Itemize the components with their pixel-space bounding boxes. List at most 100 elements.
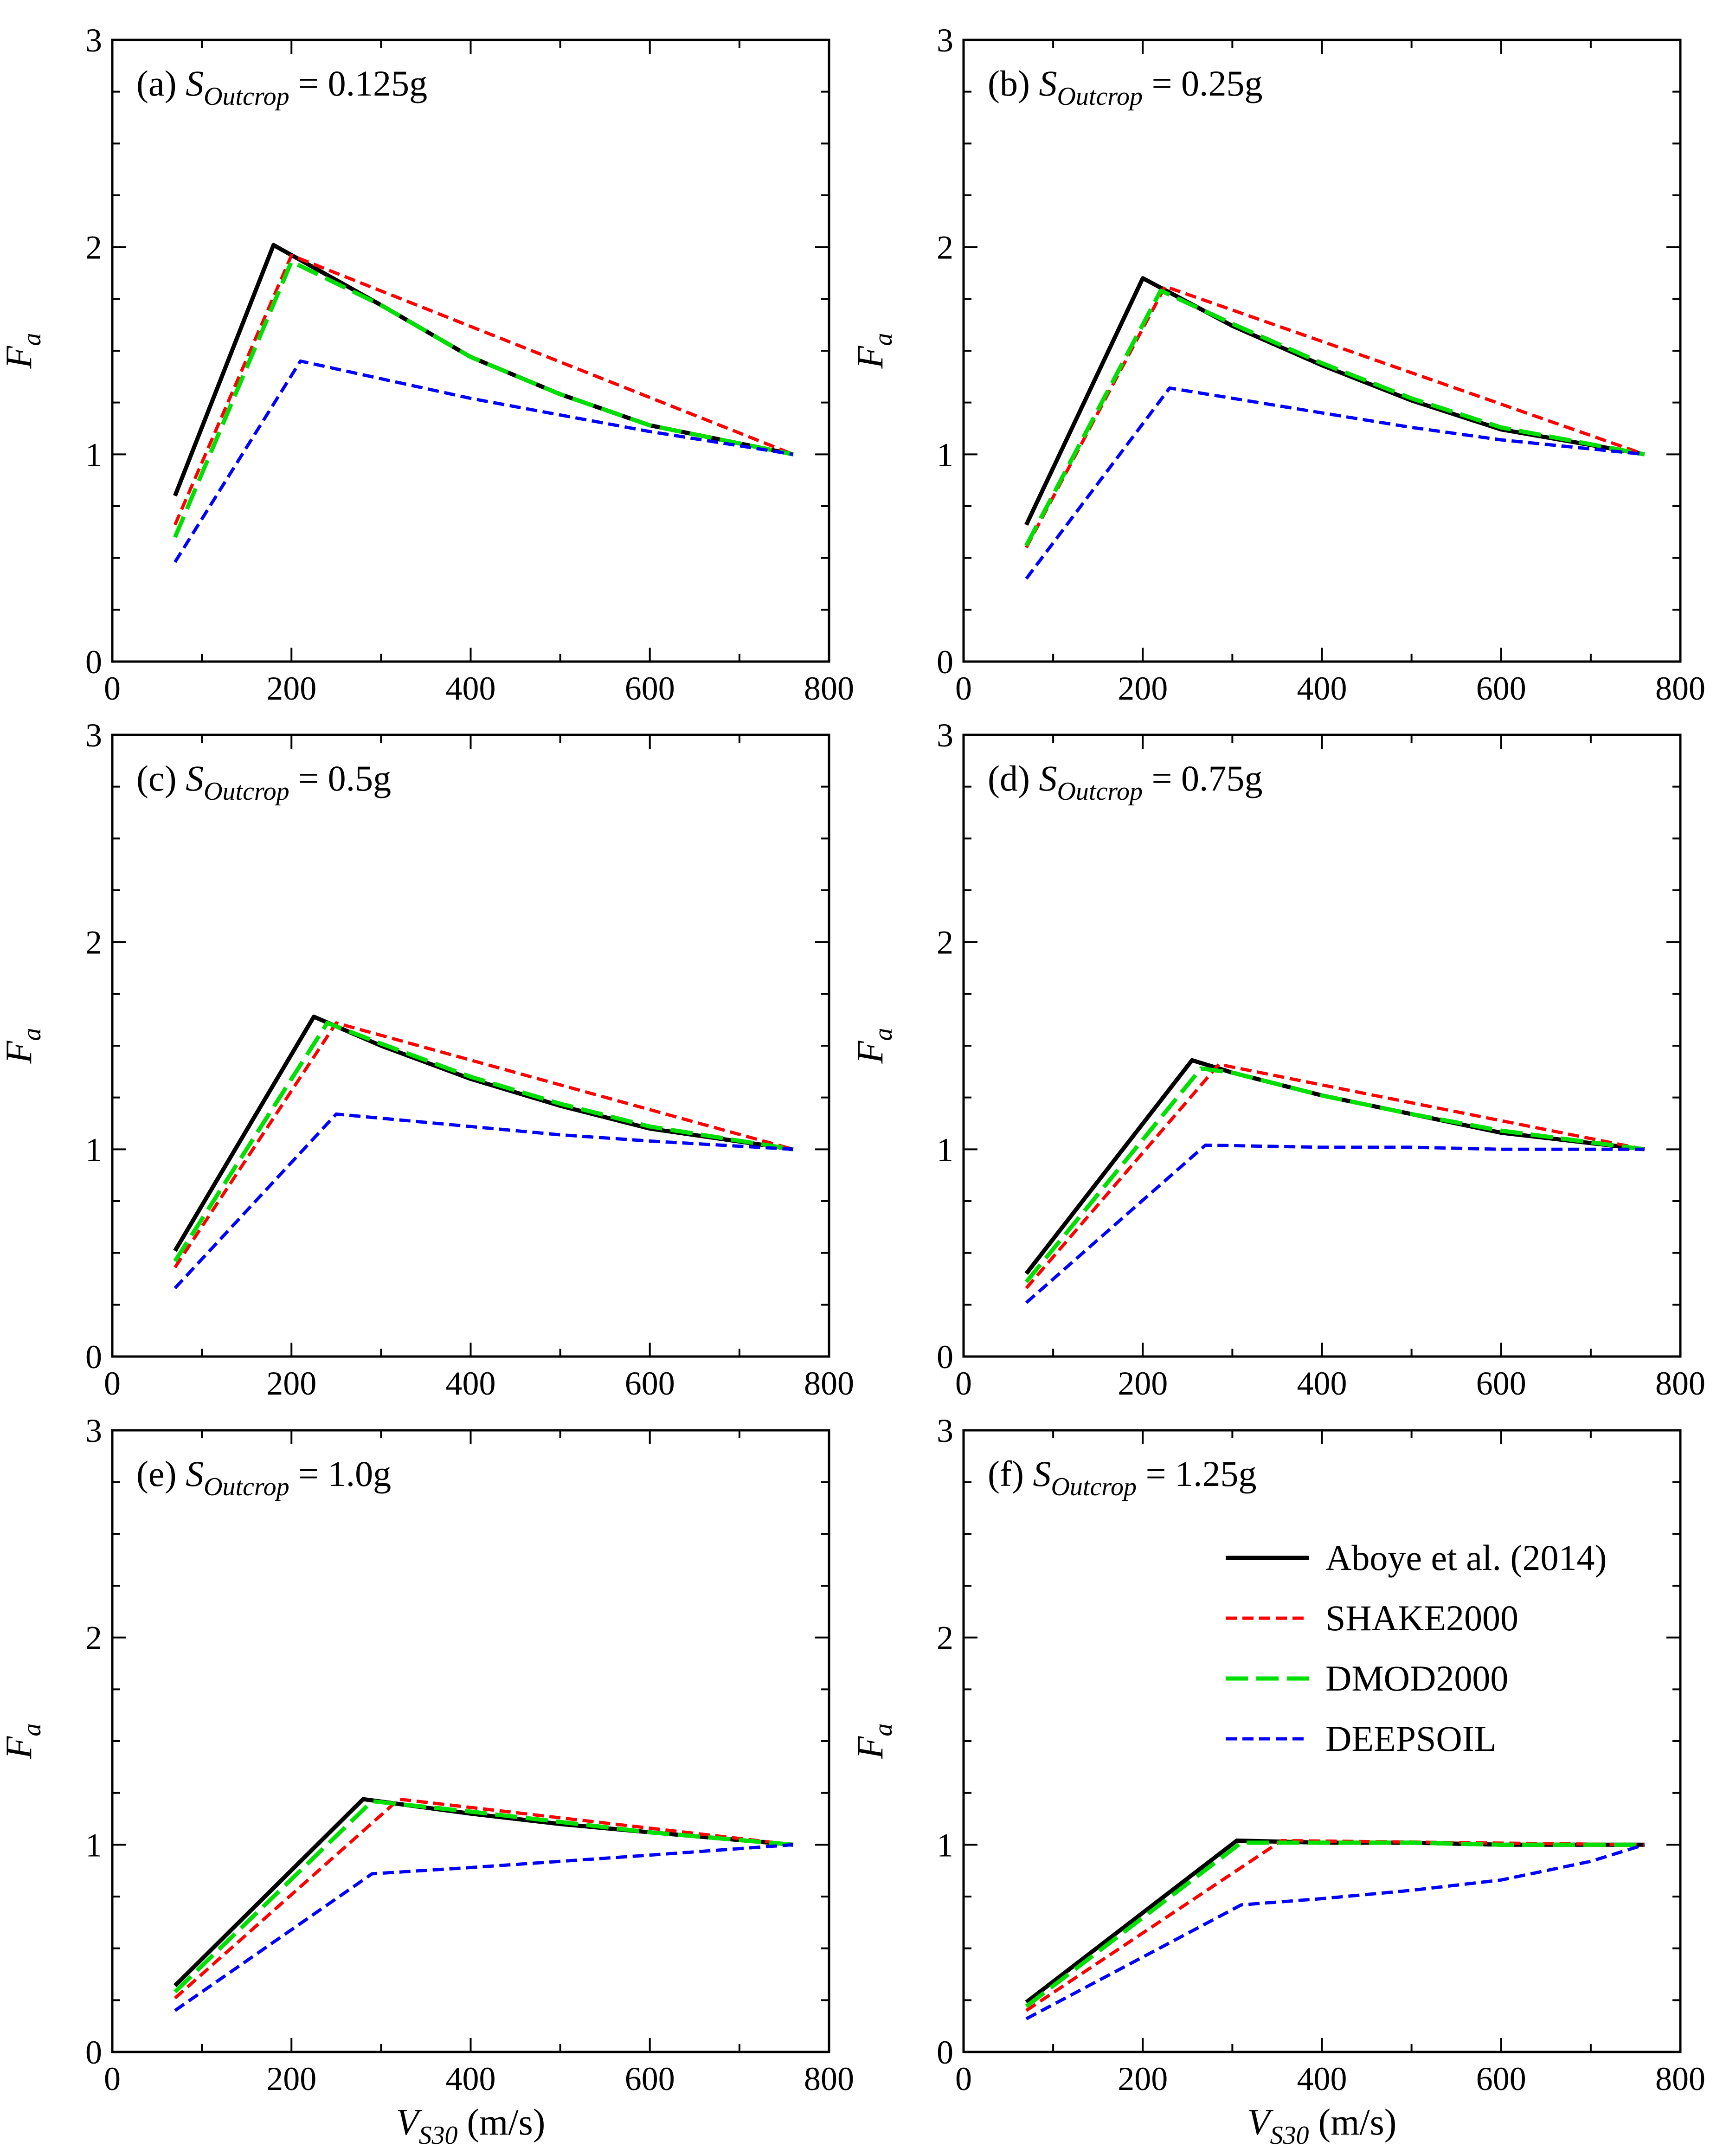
series-group [173,1015,794,1289]
panel-label: (b) SOutcrop = 0.25g [988,63,1263,111]
x-tick-label: 0 [955,1365,972,1402]
y-axis-label: Fa [850,1028,898,1064]
x-axis-label: VS30 (m/s) [396,2102,546,2148]
series-line-shake2000 [1025,1839,1645,2012]
x-tick-label: 600 [625,670,675,707]
x-tick-label: 200 [266,670,316,707]
y-tick-label: 0 [937,2034,953,2071]
x-tick-label: 400 [1297,1365,1347,1402]
x-tick-label: 600 [625,1365,675,1402]
y-axis-label: Fa [850,333,898,369]
x-tick-label: 0 [104,670,121,707]
y-axis-label: Fa [0,1028,46,1064]
plot-frame [111,39,830,663]
panel-e: 0 200 400 600 800 0 1 2 3 Fa VS30 (m/s) (e) SOutcro… [0,1412,854,2148]
x-tick-label: 600 [1476,1365,1526,1402]
panel-d: 0 200 400 600 800 0 1 2 3 Fa (d) SOutcrop = 0.75g [850,717,1705,1402]
x-tick-label: 200 [1118,1365,1168,1402]
x-tick-label: 0 [955,670,972,707]
panel-label: (e) SOutcrop = 1.0g [136,1453,391,1501]
series-line-dmod2000 [174,1799,794,1994]
y-tick-label: 0 [937,1338,953,1376]
series-line-aboye-et-al-2014 [174,1797,794,1987]
series-line-dmod2000 [1025,1840,1645,2008]
x-tick-label: 600 [1476,670,1526,707]
legend-label: Aboye et al. (2014) [1325,1537,1607,1578]
series-line-deepsoil [1025,1143,1645,1304]
y-tick-label: 2 [85,1620,102,1657]
series-group [1024,1058,1645,1304]
x-tick-label: 800 [804,670,854,707]
series-line-shake2000 [174,1797,794,2000]
panel-a: 0 200 400 600 800 0 1 2 3 Fa (a) SOutcrop = 0.125g [0,22,854,707]
x-tick-label: 800 [804,2060,854,2097]
y-tick-label: 0 [85,2034,102,2071]
panel-c: 0 200 400 600 800 0 1 2 3 Fa (c) SOutcrop = 0.5g [0,717,854,1402]
series-line-deepsoil [174,1112,794,1289]
y-tick-label: 0 [937,643,953,681]
x-tick-label: 600 [625,2060,675,2097]
panel-label: (a) SOutcrop = 0.125g [136,63,427,111]
series-line-dmod2000 [1024,289,1645,547]
series-line-shake2000 [173,254,794,526]
series-line-shake2000 [174,1021,794,1268]
x-tick-label: 0 [955,2060,972,2097]
plot-frame [111,733,830,1358]
y-tick-label: 1 [937,436,953,473]
panel-label: (f) SOutcrop = 1.25g [988,1453,1257,1501]
series-line-deepsoil [1025,1843,1645,2020]
plot-frame [962,39,1682,663]
y-tick-label: 3 [85,717,102,754]
panel-f: 0 200 400 600 800 0 1 2 3 Fa VS30 (m/s) (f) SOutcro… [850,1412,1705,2148]
y-tick-label: 0 [85,643,102,681]
series-group [174,1797,794,2012]
x-tick-label: 400 [446,670,496,707]
y-tick-label: 2 [937,1620,953,1657]
series-line-aboye-et-al-2014 [1024,1058,1645,1275]
series-line-deepsoil [174,1843,794,2012]
x-tick-label: 400 [446,2060,496,2097]
y-tick-label: 1 [85,1826,102,1864]
y-tick-label: 2 [85,229,102,266]
legend-label: SHAKE2000 [1325,1598,1518,1638]
y-tick-label: 3 [85,1412,102,1449]
y-tick-label: 2 [937,924,953,961]
panel-b: 0 200 400 600 800 0 1 2 3 Fa (b) SOutcrop = 0.25g [850,22,1705,707]
plot-frame [962,1429,1682,2053]
x-tick-label: 400 [446,1365,496,1402]
y-tick-label: 0 [85,1338,102,1376]
y-tick-label: 3 [937,717,953,754]
x-tick-label: 800 [1655,2060,1705,2097]
y-tick-label: 3 [937,1412,953,1449]
series-line-dmod2000 [173,259,794,538]
series-group [1025,1838,1645,2020]
series-line-dmod2000 [1024,1066,1645,1284]
y-tick-label: 1 [85,436,102,473]
y-tick-label: 1 [85,1131,102,1168]
y-tick-label: 3 [85,22,102,59]
panel-label: (c) SOutcrop = 0.5g [136,758,391,806]
series-line-deepsoil [174,359,794,563]
x-tick-label: 200 [266,1365,316,1402]
x-tick-label: 600 [1476,2060,1526,2097]
x-tick-label: 200 [1118,670,1168,707]
series-line-deepsoil [1025,386,1645,580]
legend: Aboye et al. (2014) SHAKE2000 DMOD2000 DEEP… [1226,1537,1607,1759]
y-axis-label: Fa [0,1724,46,1760]
y-tick-label: 2 [937,229,953,266]
series-group [1024,276,1645,580]
panel-label: (d) SOutcrop = 0.75g [988,758,1263,806]
x-axis-label: VS30 (m/s) [1247,2102,1397,2148]
y-tick-label: 2 [85,924,102,961]
x-tick-label: 400 [1297,670,1347,707]
series-line-aboye-et-al-2014 [173,243,794,497]
legend-label: DMOD2000 [1325,1658,1508,1698]
x-tick-label: 0 [104,2060,121,2097]
x-tick-label: 800 [1655,670,1705,707]
y-axis-label: Fa [0,333,46,369]
y-tick-label: 1 [937,1826,953,1864]
series-line-aboye-et-al-2014 [1025,1838,1645,2004]
x-tick-label: 400 [1297,2060,1347,2097]
series-line-aboye-et-al-2014 [173,1015,794,1252]
